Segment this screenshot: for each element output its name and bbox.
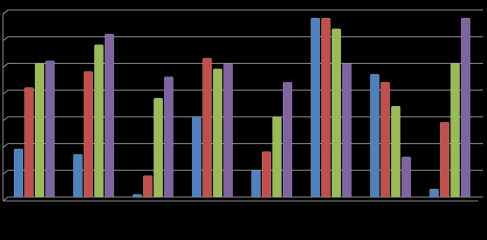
bar	[369, 73, 380, 198]
bar	[331, 28, 342, 198]
bar	[212, 68, 223, 198]
bar	[282, 81, 293, 198]
bar	[342, 63, 352, 198]
bar	[460, 17, 471, 198]
bar	[439, 121, 450, 198]
bar	[163, 76, 174, 198]
background	[0, 0, 487, 203]
bar	[191, 116, 202, 198]
bar	[132, 194, 143, 198]
bar	[310, 17, 321, 198]
bar	[34, 63, 45, 198]
chart	[0, 0, 487, 203]
bar	[202, 57, 212, 198]
bar	[321, 17, 331, 198]
bar	[223, 63, 233, 198]
bar	[142, 175, 153, 198]
bar	[104, 33, 115, 198]
grid-line	[2, 9, 483, 15]
bar	[94, 44, 104, 198]
page: (() => { const data = JSON.parse(documen…	[0, 0, 487, 203]
bar	[153, 97, 164, 198]
bar	[450, 63, 460, 198]
bar	[261, 151, 272, 198]
bar	[380, 81, 391, 198]
bar	[429, 188, 439, 198]
bar	[401, 156, 412, 198]
bar	[45, 60, 55, 198]
bar	[272, 116, 282, 198]
bar	[390, 105, 401, 198]
bar	[13, 148, 24, 198]
bar	[251, 169, 261, 198]
bar	[83, 71, 94, 198]
bar	[24, 87, 34, 198]
bar	[73, 153, 83, 198]
